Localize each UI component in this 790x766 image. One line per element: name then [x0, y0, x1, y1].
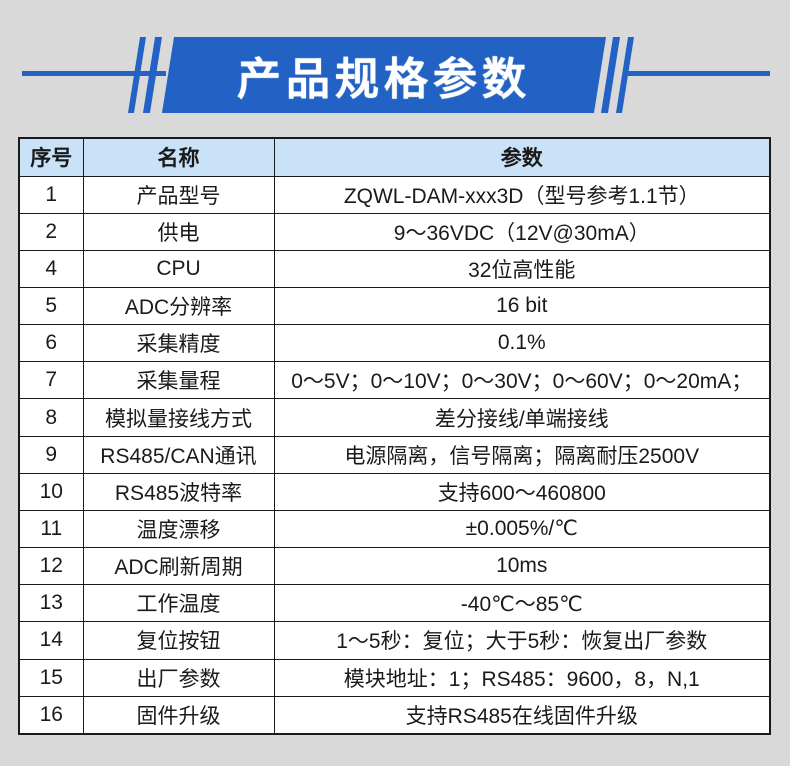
banner-right-line: [628, 71, 770, 76]
row-number: 4: [18, 249, 84, 288]
row-param: 1～5秒：复位；大于5秒：恢复出厂参数: [273, 621, 771, 660]
row-param: -40℃～85℃: [273, 584, 771, 623]
row-param: ±0.005%/℃: [273, 509, 771, 549]
table-row: 13 工作温度 -40℃～85℃: [18, 584, 771, 623]
row-param: 9～36VDC（12V@30mA）: [273, 212, 771, 251]
row-number: 7: [18, 361, 84, 400]
row-name: 工作温度: [82, 584, 275, 623]
row-number: 14: [18, 621, 84, 660]
row-number: 12: [18, 547, 84, 586]
row-name: ADC刷新周期: [82, 547, 275, 586]
row-number: 13: [18, 584, 84, 623]
row-name: 模拟量接线方式: [82, 398, 275, 437]
row-name: CPU: [82, 249, 275, 288]
row-name: ADC分辨率: [82, 286, 275, 326]
row-name: 固件升级: [82, 695, 275, 735]
banner-left-line: [22, 71, 166, 76]
row-name: 采集量程: [82, 361, 275, 400]
row-name: 温度漂移: [82, 509, 275, 549]
row-number: 1: [18, 175, 84, 214]
row-name: RS485/CAN通讯: [82, 435, 275, 474]
row-param: 32位高性能: [273, 249, 771, 288]
table-row: 11 温度漂移 ±0.005%/℃: [18, 509, 771, 549]
row-param: 10ms: [273, 547, 771, 586]
row-name: 复位按钮: [82, 621, 275, 660]
row-name: 产品型号: [82, 175, 275, 214]
spec-table: 序号 名称 参数 1 产品型号 ZQWL-DAM-xxx3D（型号参考1.1节）…: [18, 137, 771, 735]
table-row: 16 固件升级 支持RS485在线固件升级: [18, 695, 771, 735]
row-number: 6: [18, 324, 84, 363]
banner-section: 产品规格参数: [0, 0, 790, 130]
header-no: 序号: [18, 137, 84, 177]
table-row: 2 供电 9～36VDC（12V@30mA）: [18, 212, 771, 251]
row-number: 15: [18, 658, 84, 697]
row-param: 差分接线/单端接线: [273, 398, 771, 437]
row-name: 采集精度: [82, 324, 275, 363]
row-param: 电源隔离，信号隔离；隔离耐压2500V: [273, 435, 771, 474]
row-name: RS485波特率: [82, 472, 275, 511]
table-row: 7 采集量程 0～5V；0～10V；0～30V；0～60V；0～20mA；: [18, 361, 771, 400]
row-name: 供电: [82, 212, 275, 251]
table-row: 4 CPU 32位高性能: [18, 249, 771, 288]
table-row: 5 ADC分辨率 16 bit: [18, 286, 771, 326]
banner-ribbon: 产品规格参数: [161, 37, 607, 113]
row-param: 支持RS485在线固件升级: [273, 695, 771, 735]
row-param: 0.1%: [273, 324, 771, 363]
row-number: 9: [18, 435, 84, 474]
table-row: 15 出厂参数 模块地址：1；RS485：9600，8，N,1: [18, 658, 771, 697]
table-header-row: 序号 名称 参数: [18, 137, 771, 177]
row-number: 8: [18, 398, 84, 437]
row-number: 2: [18, 212, 84, 251]
row-name: 出厂参数: [82, 658, 275, 697]
row-number: 10: [18, 472, 84, 511]
row-param: ZQWL-DAM-xxx3D（型号参考1.1节）: [273, 175, 771, 214]
table-row: 6 采集精度 0.1%: [18, 324, 771, 363]
table-row: 1 产品型号 ZQWL-DAM-xxx3D（型号参考1.1节）: [18, 175, 771, 214]
page-title: 产品规格参数: [237, 55, 531, 104]
table-row: 12 ADC刷新周期 10ms: [18, 547, 771, 586]
row-param: 模块地址：1；RS485：9600，8，N,1: [273, 658, 771, 697]
row-number: 16: [18, 695, 84, 735]
row-param: 16 bit: [273, 286, 771, 326]
header-param: 参数: [273, 137, 771, 177]
row-param: 0～5V；0～10V；0～30V；0～60V；0～20mA；: [273, 361, 771, 400]
table-row: 14 复位按钮 1～5秒：复位；大于5秒：恢复出厂参数: [18, 621, 771, 660]
header-name: 名称: [82, 137, 275, 177]
row-number: 11: [18, 509, 84, 549]
row-number: 5: [18, 286, 84, 326]
table-row: 9 RS485/CAN通讯 电源隔离，信号隔离；隔离耐压2500V: [18, 435, 771, 474]
row-param: 支持600～460800: [273, 472, 771, 511]
table-row: 8 模拟量接线方式 差分接线/单端接线: [18, 398, 771, 437]
table-row: 10 RS485波特率 支持600～460800: [18, 472, 771, 511]
